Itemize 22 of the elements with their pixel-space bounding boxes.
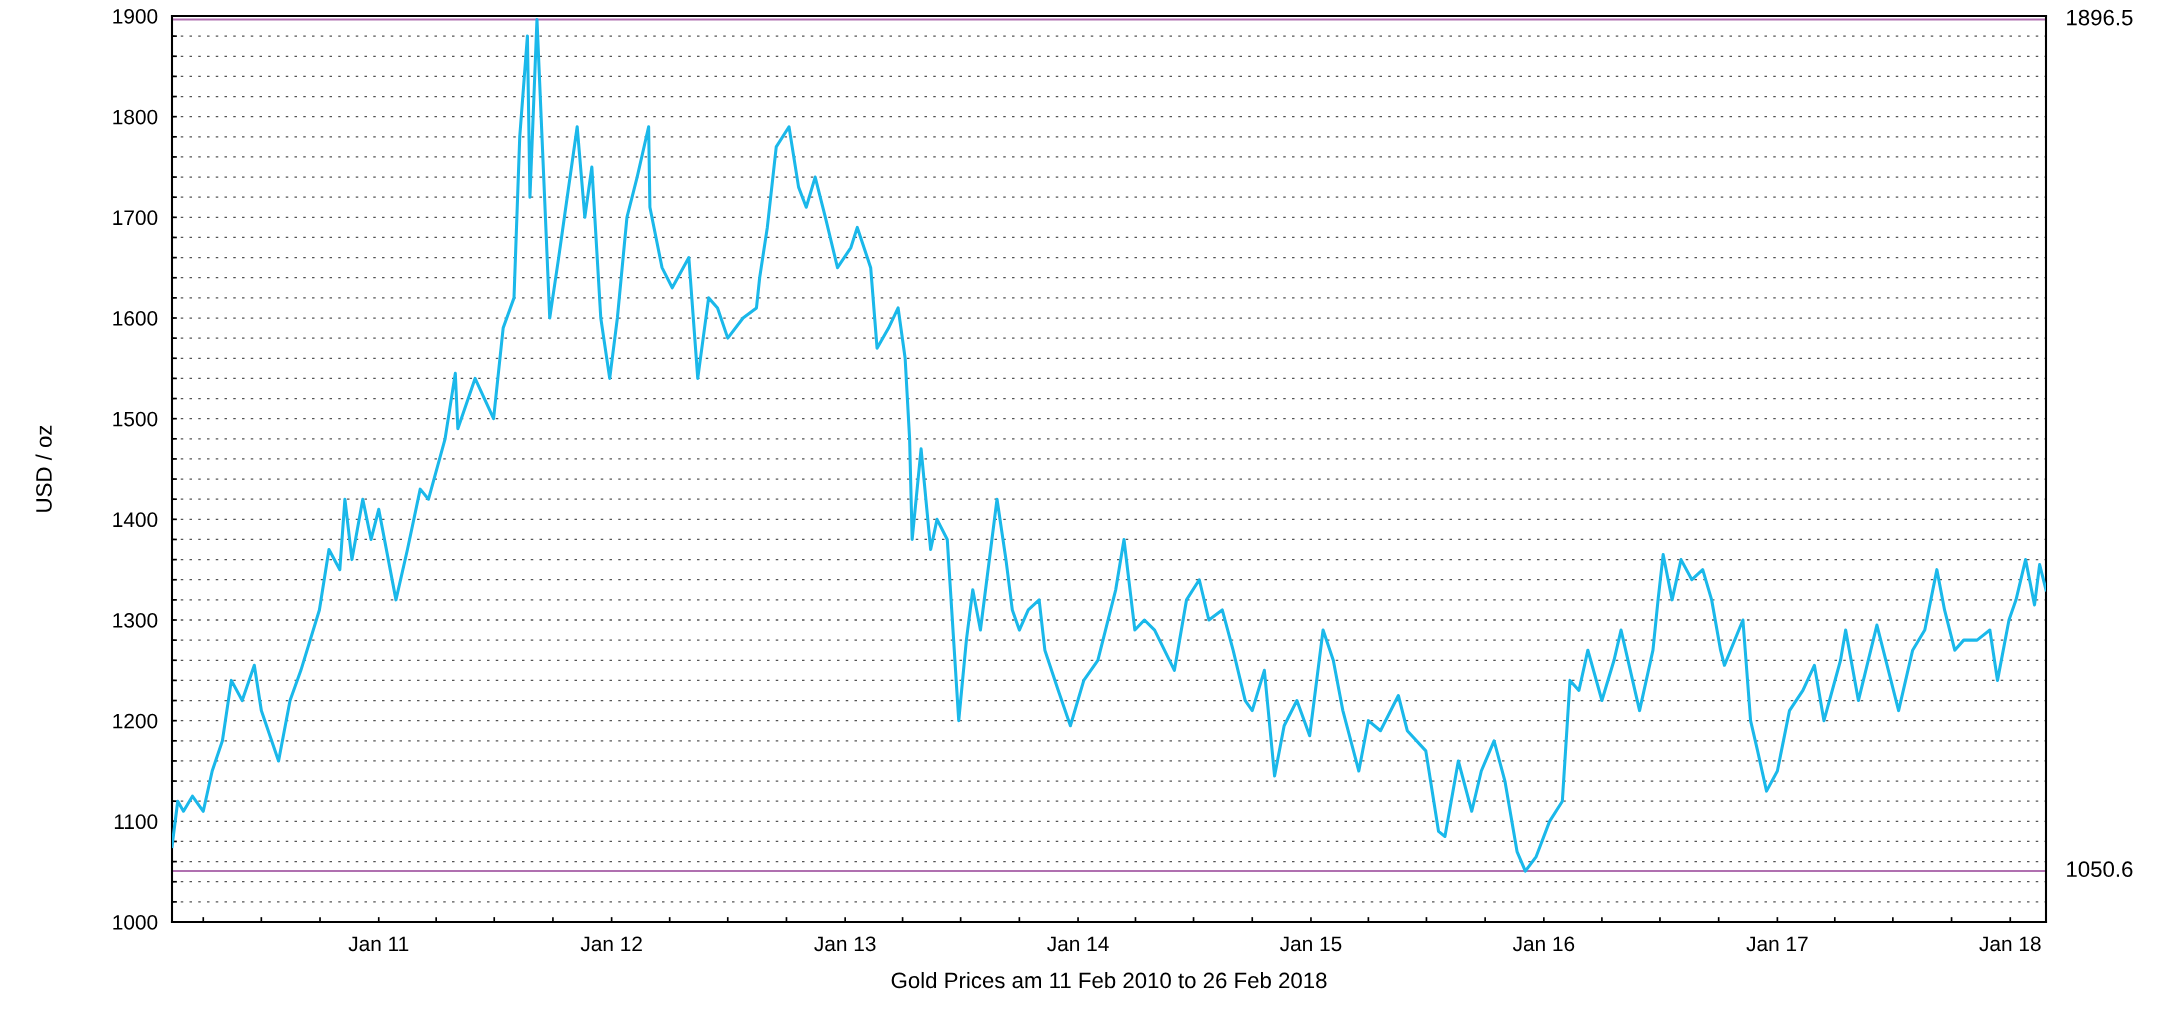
x-tick-label: Jan 11 xyxy=(348,936,409,952)
y-tick-label: 1700 xyxy=(113,210,158,226)
y-tick-label: 1900 xyxy=(113,9,158,24)
y-tick-label: 1500 xyxy=(113,411,158,427)
x-tick-label: Jan 12 xyxy=(580,936,642,952)
x-axis-title: Gold Prices am 11 Feb 2010 to 26 Feb 2018 xyxy=(891,971,1327,989)
y-tick-label: 1800 xyxy=(113,109,158,125)
y-tick-label: 1000 xyxy=(113,915,158,930)
x-tick-label: Jan 13 xyxy=(814,936,876,952)
y-tick-label: 1600 xyxy=(113,311,158,326)
x-tick-label: Jan 16 xyxy=(1512,936,1575,952)
y-axis-title: USD / oz xyxy=(35,425,52,512)
x-tick-label: Jan 14 xyxy=(1047,936,1109,952)
y-tick-label: 1300 xyxy=(113,613,158,628)
x-tick-label: Jan 15 xyxy=(1280,936,1342,952)
y-tick-label: 1200 xyxy=(113,713,158,729)
x-tick-label: Jan 18 xyxy=(1979,936,2041,952)
y-tick-label: 1100 xyxy=(114,814,158,830)
x-tick-label: Jan 17 xyxy=(1746,936,1808,952)
ref-line-label: 1896.5 xyxy=(2067,9,2133,26)
y-tick-label: 1400 xyxy=(113,512,158,528)
ref-line-label: 1050.6 xyxy=(2067,861,2133,878)
